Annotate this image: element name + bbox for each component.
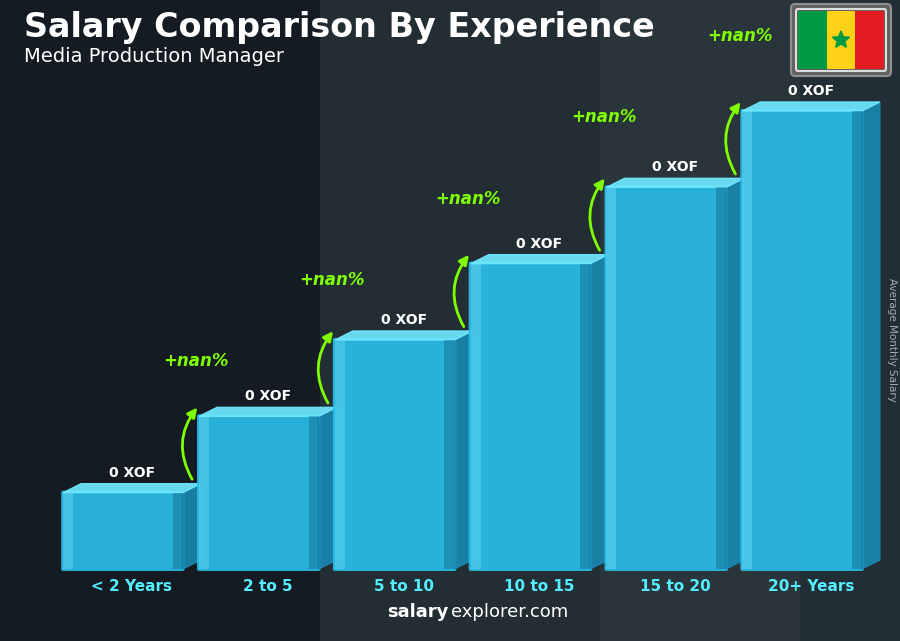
Polygon shape [832,31,850,47]
Text: 0 XOF: 0 XOF [517,237,562,251]
FancyBboxPatch shape [469,262,592,571]
Text: 10 to 15: 10 to 15 [504,579,575,594]
Text: 0 XOF: 0 XOF [381,313,427,327]
Text: Average Monthly Salary: Average Monthly Salary [887,278,897,402]
Polygon shape [199,407,337,417]
Bar [471,263,481,569]
Polygon shape [63,484,201,493]
Bar [827,11,855,69]
Polygon shape [862,102,880,569]
Polygon shape [319,407,337,569]
Polygon shape [590,254,608,569]
FancyBboxPatch shape [61,490,184,571]
Text: 0 XOF: 0 XOF [788,84,834,98]
Text: 20+ Years: 20+ Years [768,579,854,594]
Bar [851,111,862,569]
Bar [63,493,73,569]
Bar [855,11,884,69]
Bar [600,0,800,641]
Polygon shape [335,331,472,340]
Bar [580,263,590,569]
Text: 0 XOF: 0 XOF [652,160,698,174]
FancyBboxPatch shape [197,414,320,571]
Bar [309,417,319,569]
Polygon shape [471,254,608,263]
Text: 15 to 20: 15 to 20 [640,579,711,594]
Text: +nan%: +nan% [436,190,500,208]
Text: explorer.com: explorer.com [451,603,568,621]
Bar [716,187,726,569]
FancyBboxPatch shape [333,338,456,571]
Polygon shape [726,178,744,569]
Text: +nan%: +nan% [164,353,229,370]
FancyBboxPatch shape [605,185,728,571]
FancyBboxPatch shape [741,109,864,571]
Polygon shape [454,331,472,569]
Text: 0 XOF: 0 XOF [109,465,155,479]
Text: salary: salary [388,603,449,621]
Bar [173,493,183,569]
Text: 5 to 10: 5 to 10 [374,579,434,594]
Bar [320,0,600,641]
Text: +nan%: +nan% [300,271,364,289]
Polygon shape [607,178,744,187]
Bar [199,417,209,569]
Text: 0 XOF: 0 XOF [245,389,291,403]
Bar [445,340,455,569]
Bar [798,11,827,69]
Text: 2 to 5: 2 to 5 [243,579,292,594]
Text: Media Production Manager: Media Production Manager [24,47,284,66]
Text: < 2 Years: < 2 Years [92,579,173,594]
Bar [800,0,900,641]
Text: +nan%: +nan% [571,108,636,126]
Bar [742,111,752,569]
Bar [335,340,345,569]
Polygon shape [183,484,201,569]
FancyBboxPatch shape [791,4,891,76]
Bar [607,187,616,569]
Bar [0,0,320,641]
Polygon shape [742,102,880,111]
Text: Salary Comparison By Experience: Salary Comparison By Experience [24,11,655,44]
Text: +nan%: +nan% [706,27,772,45]
